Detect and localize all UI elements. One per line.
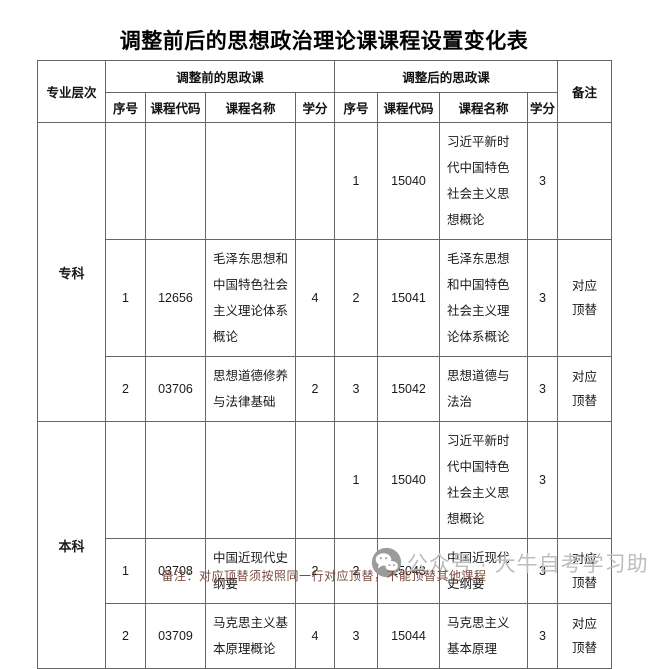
table-row: 2 03706 思想道德修养与法律基础 2 3 15042 思想道德与法治 3 … [38, 356, 613, 422]
header-seq-before: 序号 [105, 92, 146, 123]
cell-remark [557, 421, 613, 539]
header-credit-before: 学分 [294, 92, 336, 123]
wechat-icon [371, 547, 402, 578]
header-remark: 备注 [557, 60, 613, 123]
table-row: 本科 1 15040 习近平新时代中国特色社会主义思想概论 3 [37, 421, 613, 669]
cell-seq: 1 [105, 239, 146, 357]
cell-seq: 3 [334, 603, 379, 669]
cell-name [205, 122, 296, 240]
cell-name: 毛泽东思想和中国特色社会主义理论体系概论 [439, 239, 529, 357]
cell-seq: 1 [334, 421, 379, 539]
header-after-group: 调整后的思政课 [334, 60, 559, 93]
cell-code: 15041 [377, 239, 441, 357]
cell-code: 15040 [377, 122, 441, 240]
cell-code [145, 122, 206, 240]
cell-credit: 3 [527, 421, 559, 539]
header-seq-after: 序号 [334, 92, 379, 123]
header-code-before: 课程代码 [145, 92, 206, 123]
cell-seq: 3 [334, 356, 379, 422]
cell-name: 习近平新时代中国特色社会主义思想概论 [439, 421, 529, 539]
cell-credit: 3 [527, 603, 559, 669]
cell-remark: 对应顶替 [557, 239, 613, 357]
cell-credit: 3 [527, 239, 559, 357]
watermark-text: 公众号 · 大牛自考学习助手 [407, 552, 648, 576]
cell-code: 12656 [145, 239, 206, 357]
cell-credit: 3 [527, 356, 559, 422]
cell-seq: 1 [334, 122, 379, 240]
cell-code: 15044 [377, 603, 441, 669]
cell-credit: 2 [294, 356, 336, 422]
course-change-table: 专业层次 调整前的思政课 调整后的思政课 备注 序号 课程代码 课程名称 学分 … [37, 60, 613, 669]
header-code-after: 课程代码 [377, 92, 441, 123]
cell-name: 马克思主义基本原理 [439, 603, 529, 669]
cell-code: 03706 [145, 356, 206, 422]
cell-remark [557, 122, 613, 240]
cell-name: 马克思主义基本原理概论 [205, 603, 296, 669]
cell-name: 习近平新时代中国特色社会主义思想概论 [439, 122, 529, 240]
cell-code: 15042 [377, 356, 441, 422]
cell-credit: 4 [294, 239, 336, 357]
header-credit-after: 学分 [527, 92, 559, 123]
cell-name: 思想道德修养与法律基础 [205, 356, 296, 422]
header-major-level: 专业层次 [37, 60, 106, 123]
header-before-group: 调整前的思政课 [104, 60, 336, 93]
footer-note: 备注：对应顶替须按照同一行对应顶替，不能顶替其他课程 [161, 569, 487, 583]
cell-remark: 对应顶替 [557, 603, 613, 669]
cell-code: 15040 [377, 421, 441, 539]
cell-seq: 2 [334, 239, 379, 357]
cell-name: 毛泽东思想和中国特色社会主义理论体系概论 [205, 239, 296, 357]
table-row: 2 03709 马克思主义基本原理概论 4 3 15044 马克思主义基本原理 … [38, 603, 613, 669]
cell-seq [105, 122, 146, 240]
cell-credit: 3 [527, 122, 559, 240]
cell-name [205, 421, 296, 539]
watermark: 公众号 · 大牛自考学习助手 [371, 547, 648, 578]
cell-code: 03709 [145, 603, 206, 669]
header-name-before: 课程名称 [205, 92, 296, 123]
cell-seq: 2 [105, 356, 146, 422]
cell-name: 思想道德与法治 [439, 356, 529, 422]
cell-remark: 对应顶替 [557, 356, 613, 422]
cell-credit [294, 421, 336, 539]
cell-seq: 2 [105, 603, 146, 669]
cell-seq [105, 421, 146, 539]
cell-credit: 4 [294, 603, 336, 669]
cell-level-zhuanke: 专科 [37, 122, 106, 422]
cell-code [145, 421, 206, 539]
cell-level-benke: 本科 [37, 421, 106, 669]
page-title: 调整前后的思想政治理论课课程设置变化表 [119, 30, 529, 53]
header-name-after: 课程名称 [439, 92, 529, 123]
cell-credit [294, 122, 336, 240]
table-row: 1 12656 毛泽东思想和中国特色社会主义理论体系概论 4 2 15041 毛… [38, 239, 613, 357]
table-row: 专科 1 15040 习近平新时代中国特色社会主义思想概论 3 [37, 122, 613, 422]
